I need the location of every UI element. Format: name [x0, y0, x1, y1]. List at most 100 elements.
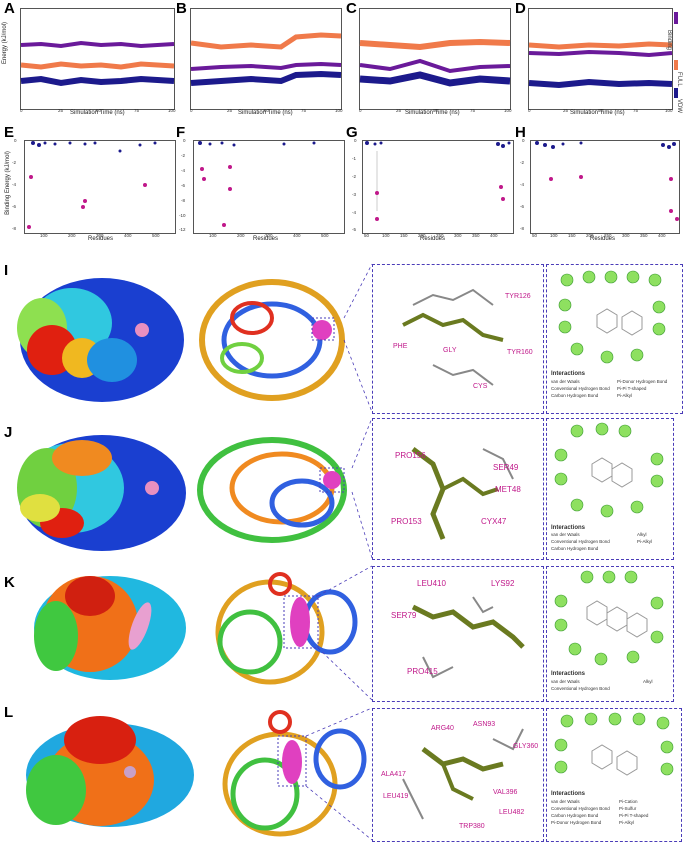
bind-ytick: -2: [520, 160, 525, 165]
interaction-legend-item: Pi-Donor Hydrogen Bond: [617, 379, 668, 384]
md-xtick: 75: [301, 108, 307, 113]
bind-xtick: 150: [400, 233, 408, 238]
bind-ytick: -4: [520, 182, 525, 187]
bind-ytick: 0: [522, 138, 525, 143]
vdw-trace: [20, 75, 175, 87]
residue-label: ARG40: [431, 725, 454, 732]
panel-label-D: D: [515, 0, 526, 17]
interaction-legend-item: Alkyl: [637, 532, 647, 537]
bind-ytick: -4: [352, 210, 357, 215]
md-xlabel-D: Simulation Time (ns): [570, 110, 625, 116]
residue-label: PRO153: [391, 517, 422, 526]
residue-label: CYS: [473, 383, 488, 390]
md-xtick: 100: [335, 108, 343, 113]
surface-image-L: [26, 716, 194, 827]
ligand-3d-J: [411, 447, 514, 540]
bind-xlabel-H: Residues: [590, 236, 616, 242]
residue-label: ASN93: [473, 721, 496, 728]
bind-ytick: -1: [352, 156, 357, 161]
residue-label: LEU410: [417, 579, 446, 588]
bind-xtick: 400: [658, 233, 666, 238]
interaction-2d-box-I: Interactions van der Waals Conventional …: [546, 264, 683, 414]
residue-label: TYR126: [505, 293, 531, 300]
interaction-legend-item: Pi-Sulfur: [619, 806, 637, 811]
md-xtick: 50: [433, 108, 439, 113]
interaction-legend-item: Conventional Hydrogen Bond: [551, 386, 610, 391]
interaction-legend-item: Pi-Donor Hydrogen Bond: [551, 820, 602, 825]
binding-trace: [190, 61, 342, 71]
interaction-2d-L: [554, 712, 674, 776]
panel-label-C: C: [346, 0, 357, 17]
md-xtick: 100: [168, 108, 176, 113]
interaction-2d-I: [558, 270, 666, 364]
md-xtick: 50: [96, 108, 102, 113]
bind-xtick: 150: [568, 233, 576, 238]
md-xtick: 25: [227, 108, 233, 113]
binding-trace: [20, 40, 175, 49]
interaction-legend-item: Pi-Alkyl: [619, 820, 635, 825]
interaction-2d-K: [554, 570, 664, 666]
bind-ylabel: Binding Energy (kJ/mol): [4, 151, 11, 215]
surface-image-K: [34, 576, 186, 680]
bind-xtick: 100: [40, 233, 48, 238]
md-plot-D: [528, 8, 673, 110]
md-xtick: 0: [20, 108, 23, 113]
bind-xtick: 500: [152, 233, 160, 238]
bind-ytick: -8: [181, 198, 186, 203]
bind-xtick: 200: [68, 233, 76, 238]
bind-ytick: -2: [181, 153, 186, 158]
md-xtick: 100: [504, 108, 512, 113]
md-xtick: 25: [563, 108, 569, 113]
interaction-2d-box-K: Interactions van der Waals Conventional …: [546, 566, 674, 702]
md-xtick: 0: [190, 108, 193, 113]
md-xtick: 75: [633, 108, 639, 113]
bind-xtick: 50: [364, 233, 370, 238]
md-xtick: 75: [134, 108, 140, 113]
vdw-trace: [359, 71, 511, 87]
bind-ytick: -6: [12, 204, 17, 209]
bind-ytick: -2: [12, 160, 17, 165]
bind-xlabel-F: Residues: [253, 236, 279, 242]
bind-xtick: 400: [490, 233, 498, 238]
md-xtick: 25: [58, 108, 64, 113]
interaction-legend-title: Interactions: [551, 791, 586, 797]
full-trace: [528, 41, 673, 50]
surface-image-J: [17, 435, 186, 551]
panel-label-K: K: [4, 574, 15, 591]
bind-ytick: -4: [12, 182, 17, 187]
cartoon-image-J: [197, 437, 347, 543]
cartoon-image-L: [222, 710, 367, 837]
legend-full: FULL: [676, 72, 682, 87]
ligand-3d-box-I: TYR126 PHE GLY TYR160 CYS: [372, 264, 544, 414]
bind-xtick: 300: [454, 233, 462, 238]
bind-ytick: -5: [352, 227, 357, 232]
ligand-3d-box-L: ARG40 ASN93 GLY360 ALA417 LEU419 VAL396 …: [372, 708, 544, 842]
md-xtick: 0: [359, 108, 362, 113]
md-plot-A: [20, 8, 175, 110]
interaction-legend-item: van der Waals: [551, 799, 580, 804]
interaction-2d-box-L: Interactions van der Waals Conventional …: [546, 708, 682, 842]
bind-xtick: 500: [321, 233, 329, 238]
ligand-3d-box-J: PRO156 SER49 MET48 PRO153 CYX47: [372, 418, 544, 560]
md-xlabel-C: Simulation Time (ns): [405, 110, 460, 116]
cartoon-image-K: [215, 572, 358, 685]
legend-swatch-binding: [674, 12, 678, 24]
interaction-legend-item: Pi-Alkyl: [617, 393, 633, 398]
full-trace: [190, 32, 342, 50]
md-xlabel-A: Simulation Time (ns): [70, 110, 125, 116]
md-plot-B: [190, 8, 342, 110]
interaction-legend-item: Carbon Hydrogen Bond: [551, 393, 599, 398]
residue-label: LEU419: [383, 793, 409, 800]
cartoon-image-I: [199, 279, 345, 401]
residue-label: GLY360: [513, 743, 539, 750]
bind-points-H: [535, 141, 679, 221]
residue-label: GLY: [443, 347, 457, 354]
bind-ytick: -8: [12, 226, 17, 231]
bind-points-G: [365, 141, 511, 221]
bind-ytick: -3: [352, 192, 357, 197]
bind-ytick: -6: [181, 183, 186, 188]
panel-label-G: G: [346, 124, 358, 141]
bind-xtick: 400: [293, 233, 301, 238]
bind-ytick: -10: [179, 213, 186, 218]
bind-plot-F: [193, 140, 345, 234]
